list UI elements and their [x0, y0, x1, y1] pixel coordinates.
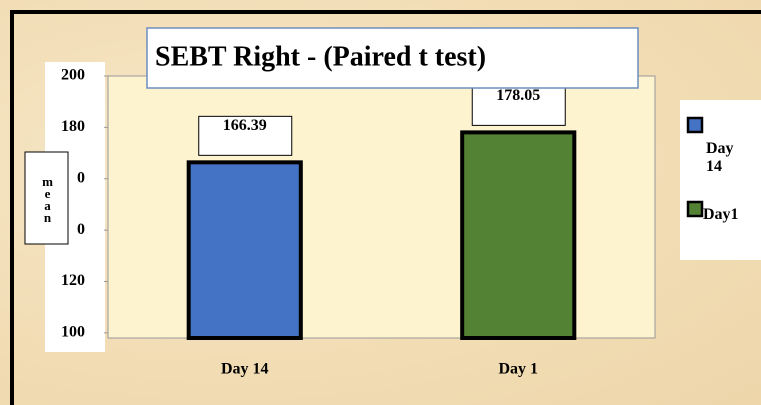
legend-swatch — [686, 116, 704, 134]
bar — [186, 160, 303, 340]
title-box — [146, 27, 639, 89]
y-tick-label: 120 — [61, 272, 85, 289]
legend-label: Day 14 — [706, 140, 734, 175]
y-tick-label: 200 — [61, 67, 85, 84]
frame-top — [10, 10, 761, 14]
value-label: 166.39 — [223, 117, 267, 134]
bar — [460, 130, 577, 340]
x-tick-label: Day 1 — [498, 361, 538, 378]
y-tick-label: 180 — [61, 118, 85, 135]
legend-swatch — [686, 200, 704, 218]
y-label-box — [24, 151, 69, 245]
y-tick-label: 0 — [77, 221, 85, 238]
value-label-box — [198, 115, 293, 156]
chart-title: SEBT Right - (Paired t test) — [155, 41, 486, 72]
y-tick-label: 0 — [77, 169, 85, 186]
y-tick-label: 100 — [61, 324, 85, 341]
y-axis-label: mean — [40, 174, 55, 222]
value-label: 178.05 — [496, 87, 540, 104]
x-tick-label: Day 14 — [221, 361, 269, 378]
frame-left — [10, 10, 14, 405]
legend-label: Day1 — [703, 206, 739, 223]
